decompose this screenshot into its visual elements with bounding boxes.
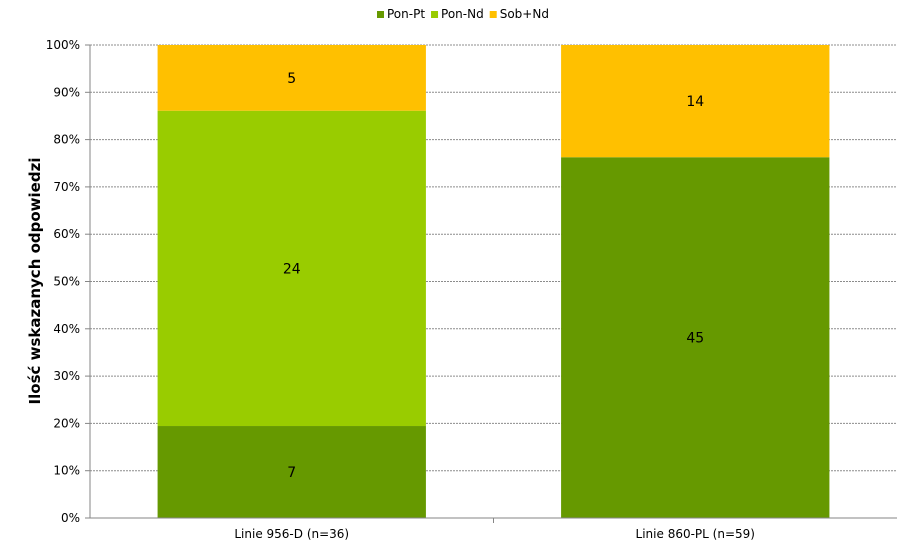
- bar-segment: [561, 45, 830, 158]
- y-tick-label: 60%: [53, 227, 80, 241]
- bar-segment: [157, 45, 426, 111]
- data-label: 5: [287, 71, 296, 87]
- data-label: 7: [287, 465, 296, 481]
- legend-entry: Pon-Pt: [387, 7, 425, 21]
- y-axis-label: Ilość wskazanych odpowiedzi: [26, 158, 44, 405]
- y-tick-label: 10%: [53, 464, 80, 478]
- legend-swatch: [431, 11, 439, 18]
- legend: Pon-Pt Pon-Nd Sob+Nd: [377, 7, 549, 21]
- y-tick-label: 70%: [53, 180, 80, 194]
- bar-segment: [157, 110, 426, 427]
- y-tick-label: 40%: [53, 322, 80, 336]
- y-tick-label: 20%: [53, 416, 80, 430]
- legend-entry: Pon-Nd: [441, 7, 484, 21]
- x-category-label: Linie 860-PL (n=59): [636, 527, 755, 541]
- legend-entry: Sob+Nd: [500, 7, 549, 21]
- data-label: 24: [283, 261, 301, 277]
- bar-segment: [157, 426, 426, 518]
- legend-swatch: [377, 11, 384, 18]
- y-tick-label: 100%: [46, 38, 80, 52]
- legend-swatch: [489, 11, 497, 18]
- bars: 7 24 5 45 14: [157, 45, 830, 518]
- y-tick-label: 50%: [53, 275, 80, 289]
- y-tick-label: 0%: [61, 511, 80, 525]
- axes: 0% 10% 20% 30% 40% 50% 60% 70% 80% 90% 100% Linie 9…: [46, 38, 897, 541]
- data-label: 45: [686, 331, 704, 347]
- y-tick-label: 80%: [53, 133, 80, 147]
- x-category-label: Linie 956-D (n=36): [234, 527, 349, 541]
- y-tick-label: 30%: [53, 369, 80, 383]
- data-label: 14: [686, 94, 704, 110]
- bar-segment: [561, 157, 830, 518]
- y-tick-label: 90%: [53, 85, 80, 99]
